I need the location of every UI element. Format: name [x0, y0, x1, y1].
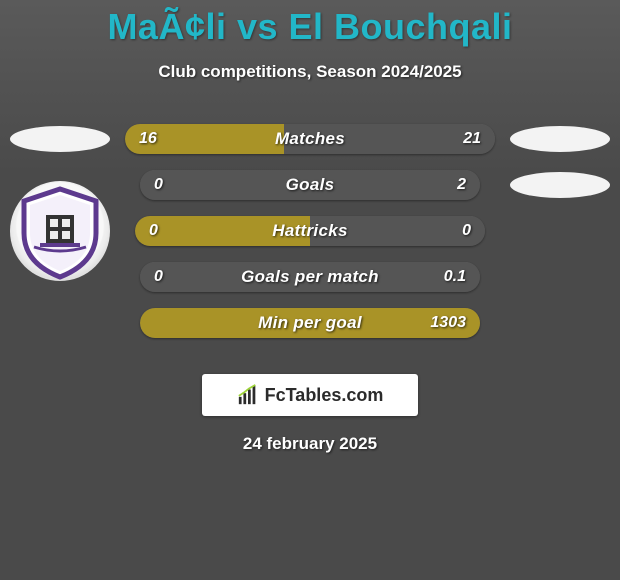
stat-row: 00Hattricks	[0, 208, 620, 254]
stat-label: Matches	[125, 124, 495, 154]
stat-label: Goals	[140, 170, 480, 200]
stat-bar: 02Goals	[140, 170, 480, 200]
stat-label: Goals per match	[140, 262, 480, 292]
player-photo-placeholder-right	[510, 126, 610, 152]
stat-row: 1303Min per goal	[0, 300, 620, 346]
date-text: 24 february 2025	[0, 434, 620, 454]
page-subtitle: Club competitions, Season 2024/2025	[0, 62, 620, 82]
brand-text: FcTables.com	[265, 385, 384, 406]
player-photo-placeholder-left	[10, 126, 110, 152]
stat-bar: 1303Min per goal	[140, 308, 480, 338]
stat-row: 1621Matches	[0, 116, 620, 162]
stat-row: 00.1Goals per match	[0, 254, 620, 300]
stat-bar: 00.1Goals per match	[140, 262, 480, 292]
page-title: MaÃ¢li vs El Bouchqali	[0, 0, 620, 48]
stat-label: Hattricks	[135, 216, 485, 246]
player-photo-placeholder-right	[510, 172, 610, 198]
brand-badge: FcTables.com	[202, 374, 418, 416]
stat-rows: 1621Matches 02Goals 00Hattricks 00.1Goals …	[0, 116, 620, 346]
stat-label: Min per goal	[140, 308, 480, 338]
stat-bar: 00Hattricks	[135, 216, 485, 246]
comparison-infographic: MaÃ¢li vs El Bouchqali Club competitions…	[0, 0, 620, 580]
stat-bar: 1621Matches	[125, 124, 495, 154]
bar-chart-icon	[237, 384, 259, 406]
